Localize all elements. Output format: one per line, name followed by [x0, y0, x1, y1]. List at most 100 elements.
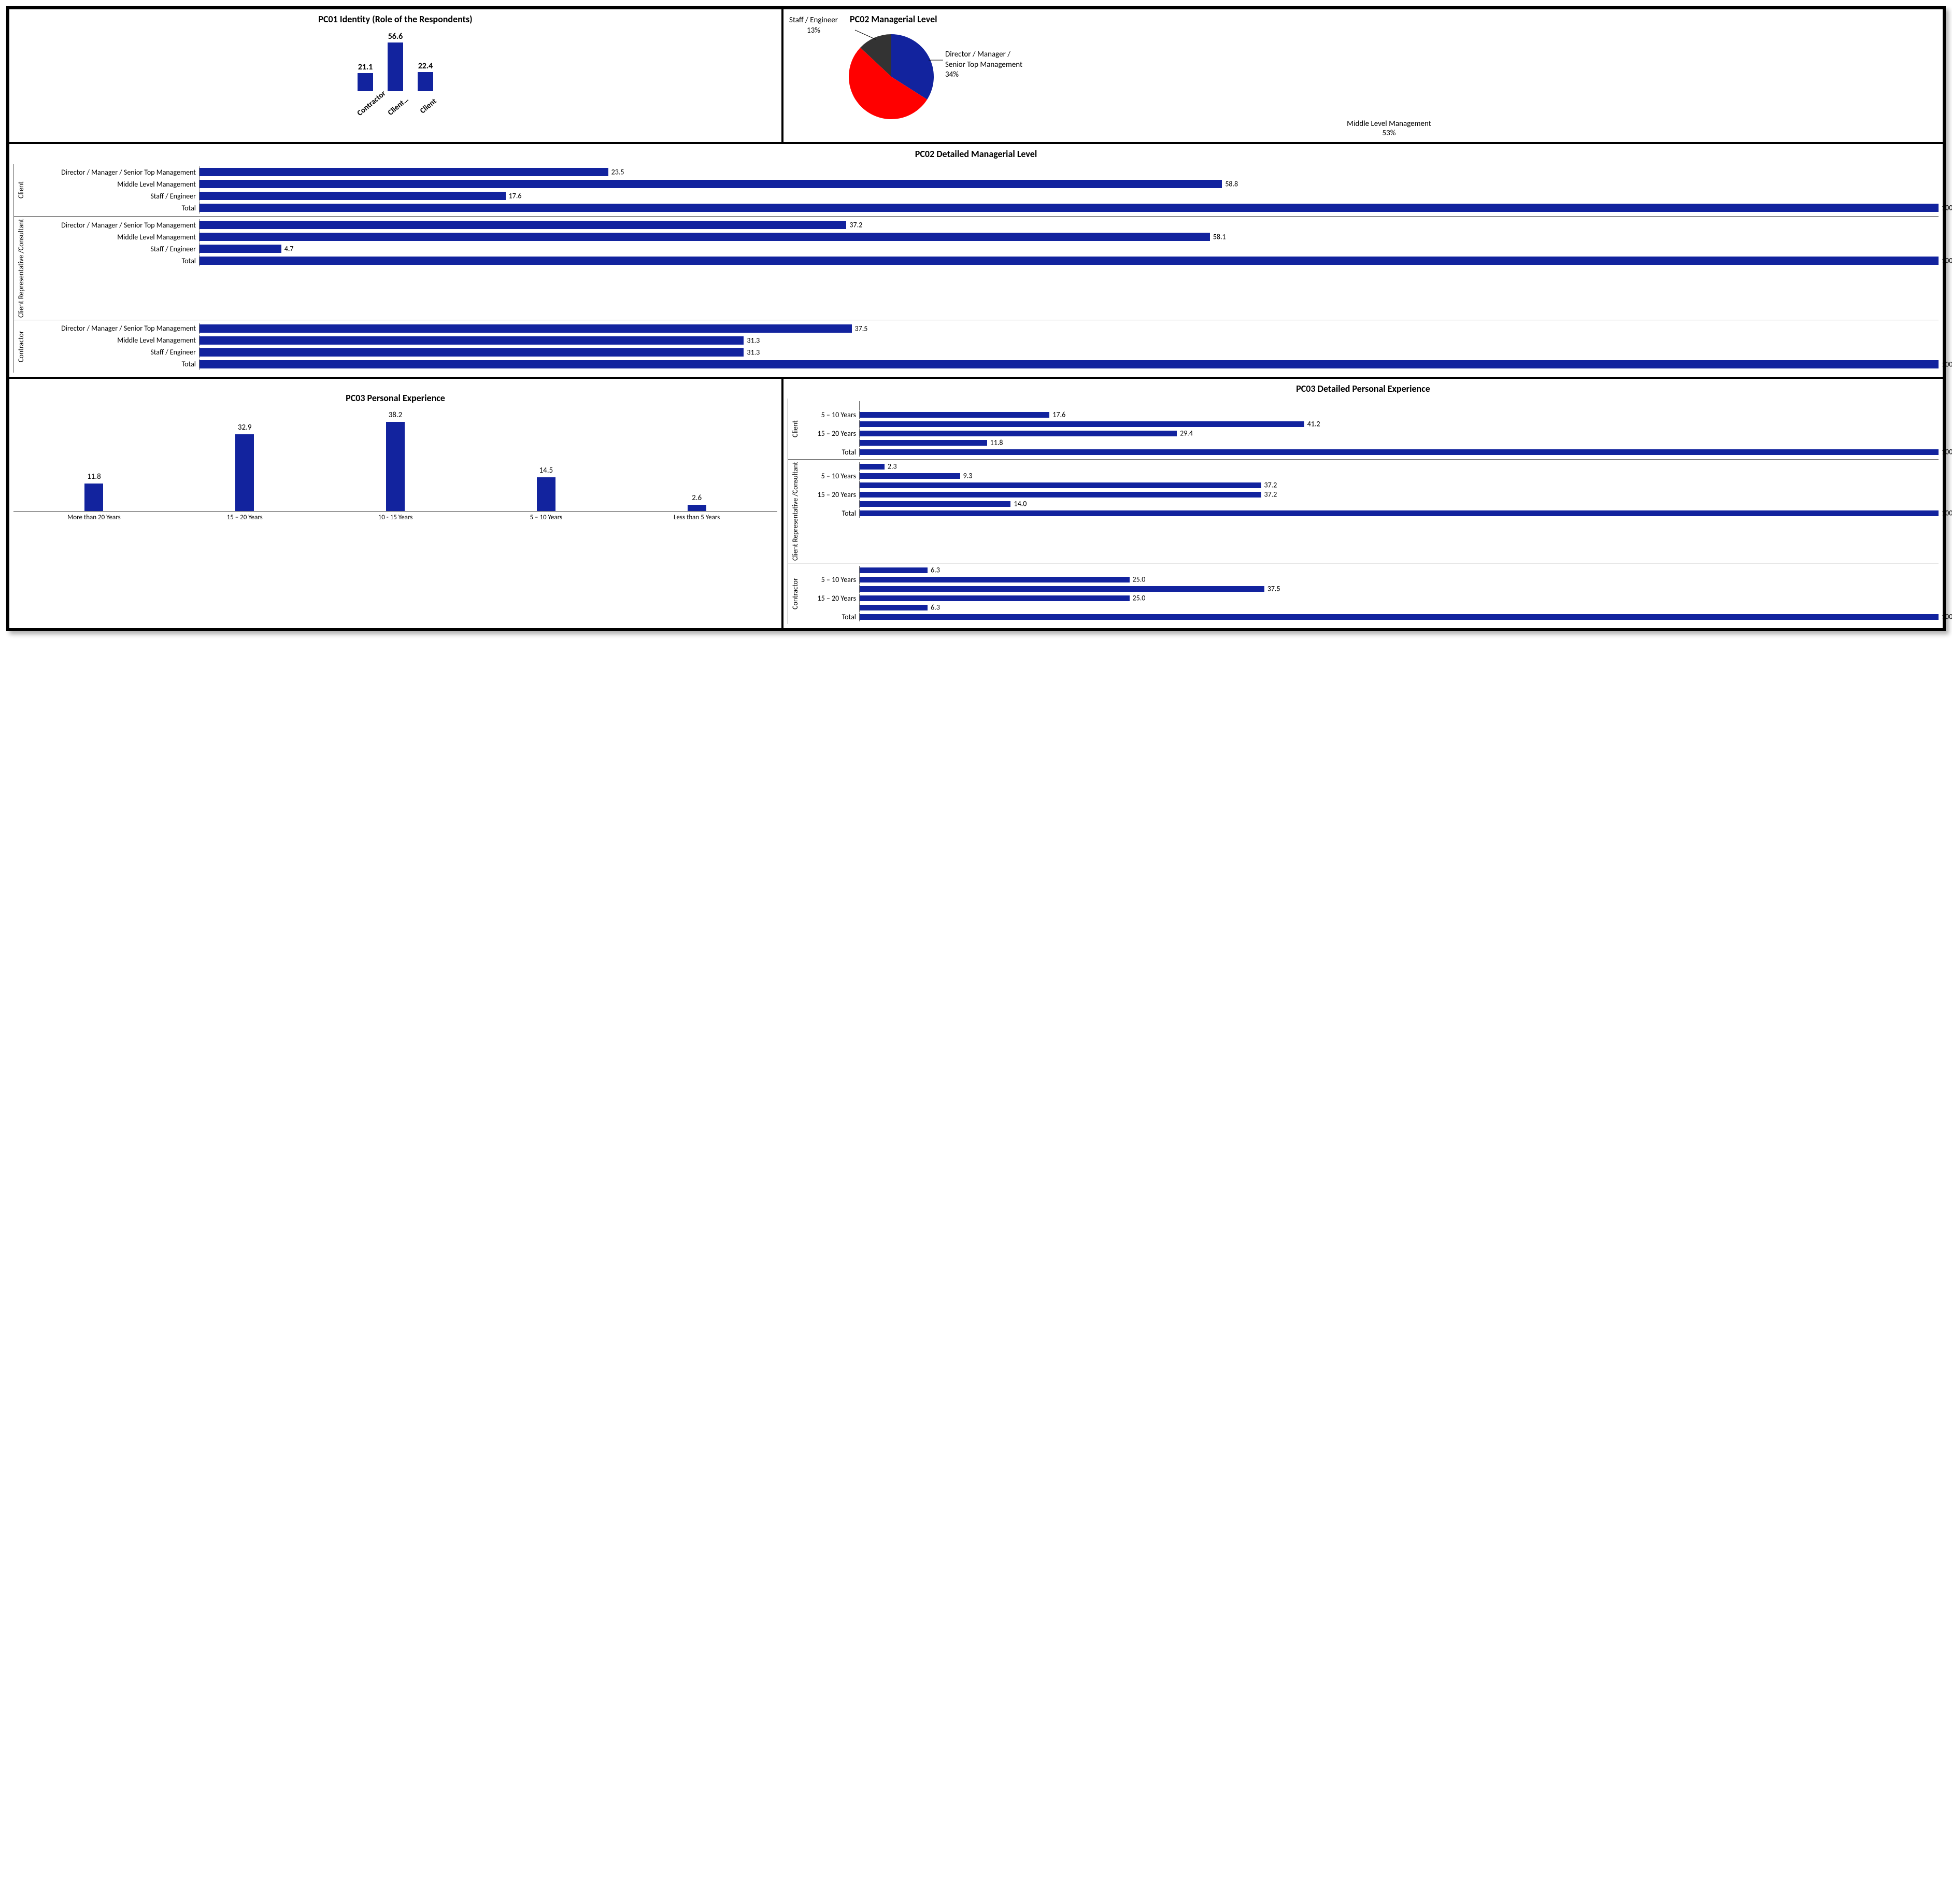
hbar-row-label: Total — [802, 613, 859, 621]
pc02-detail-panel: PC02 Detailed Managerial Level ClientDir… — [8, 143, 1944, 378]
pie-label-director-text: Director / Manager / Senior Top Manageme… — [945, 50, 1022, 69]
hbar-group: Client Representative /ConsultantDirecto… — [13, 216, 1939, 320]
hbar-row: 15 – 20 Years29.4 — [802, 429, 1939, 438]
pie-label-director-pct: 34% — [945, 70, 959, 79]
pc03-bar: 38.2 — [320, 410, 471, 511]
hbar-group-label: Client Representative /Consultant — [788, 460, 802, 563]
pc01-bar-value: 56.6 — [388, 32, 403, 41]
hbar-bar-value: 4.7 — [281, 245, 294, 253]
hbar-bar-zone: 100.0 — [199, 255, 1939, 266]
hbar-row: Staff / Engineer17.6 — [28, 190, 1939, 202]
pie-chart — [839, 29, 943, 122]
hbar-group: ContractorDirector / Manager / Senior To… — [13, 320, 1939, 373]
hbar-bar-zone: 6.3 — [859, 566, 1939, 575]
hbar-row: 5 – 10 Years17.6 — [802, 410, 1939, 419]
hbar-bar-value: 9.3 — [960, 472, 973, 480]
hbar-bar — [200, 360, 1939, 368]
hbar-bar-value: 23.5 — [608, 168, 624, 177]
hbar-bar-zone: 100.0 — [199, 359, 1939, 370]
hbar-bar-value: 2.3 — [885, 462, 897, 471]
dashboard-grid: PC01 Identity (Role of the Respondents) … — [6, 6, 1946, 631]
pc02-detail-title: PC02 Detailed Managerial Level — [13, 148, 1939, 160]
hbar-bar — [860, 577, 1130, 582]
hbar-group: Client Representative /Consultant2.35 – … — [788, 459, 1939, 563]
pc03-bar-rect — [235, 434, 254, 511]
pie-label-staff-pct: 13% — [807, 26, 820, 35]
pie-label-staff-text: Staff / Engineer — [789, 16, 838, 25]
hbar-bar — [860, 492, 1261, 498]
pc03-bar-rect — [386, 422, 405, 511]
hbar-row: 15 – 20 Years 37.2 — [802, 490, 1939, 499]
pc03-detail-panel: PC03 Detailed Personal Experience Client… — [782, 378, 1944, 629]
hbar-bar — [200, 257, 1939, 265]
hbar-bar-zone: 58.8 — [199, 178, 1939, 190]
pc01-x-label: Client — [416, 94, 441, 118]
hbar-bar-value: 37.2 — [1261, 490, 1277, 499]
hbar-bar — [860, 473, 960, 479]
hbar-row — [802, 401, 1939, 410]
hbar-bar-zone: 31.3 — [199, 335, 1939, 346]
pc01-bar: 56.6 — [382, 32, 408, 91]
pc03-panel: PC03 Personal Experience 11.832.938.214.… — [8, 378, 782, 629]
hbar-row-label: Staff / Engineer — [28, 348, 199, 357]
hbar-row: Staff / Engineer 4.7 — [28, 243, 1939, 254]
hbar-row: Staff / Engineer31.3 — [28, 347, 1939, 358]
pc01-bar-rect — [418, 72, 433, 91]
hbar-group-label: Contractor — [788, 563, 802, 624]
hbar-group-label: Client — [13, 164, 28, 216]
pc03-bar-value: 14.5 — [539, 466, 553, 475]
hbar-bar-zone: 23.5 — [199, 166, 1939, 178]
hbar-bar — [200, 348, 744, 357]
pc01-bar-value: 21.1 — [358, 62, 373, 72]
pc02-pie-title: PC02 Managerial Level — [839, 13, 1939, 25]
hbar-bar-zone: 100.0 — [859, 509, 1939, 518]
hbar-bar-value: 25.0 — [1130, 575, 1146, 584]
hbar-bar — [860, 421, 1304, 427]
pie-label-staff: Staff / Engineer 13% — [788, 13, 839, 36]
pc03-chart: 11.832.938.214.52.6 — [13, 408, 777, 511]
pc03-bar: 32.9 — [169, 423, 320, 511]
hbar-row: 41.2 — [802, 420, 1939, 429]
hbar-row: 5 – 10 Years25.0 — [802, 575, 1939, 584]
hbar-bar-zone: 37.2 — [859, 481, 1939, 490]
hbar-bar — [860, 482, 1261, 488]
hbar-row-label: 15 – 20 Years — [802, 490, 859, 499]
hbar-row-label: Total — [28, 257, 199, 265]
hbar-row: Total100.0 — [802, 613, 1939, 621]
hbar-bar-zone: 11.8 — [859, 438, 1939, 447]
hbar-bar-zone: 37.2 — [199, 219, 1939, 231]
hbar-row-label: Middle Level Management — [28, 233, 199, 241]
hbar-row-label: Staff / Engineer — [28, 192, 199, 201]
hbar-bar — [860, 464, 885, 470]
hbar-bar-zone: 29.4 — [859, 429, 1939, 438]
hbar-bar — [860, 440, 987, 446]
hbar-bar-zone — [859, 401, 1939, 410]
hbar-bar-zone: 17.6 — [199, 190, 1939, 202]
pc03-detail-title: PC03 Detailed Personal Experience — [788, 383, 1939, 394]
hbar-bar-zone: 100.0 — [199, 202, 1939, 214]
hbar-bar — [200, 192, 506, 200]
hbar-bar-zone: 31.3 — [199, 347, 1939, 358]
pc03-bar-rect — [84, 484, 103, 511]
hbar-rows: 5 – 10 Years17.641.215 – 20 Years29.411.… — [802, 399, 1939, 459]
hbar-row-label: Total — [802, 509, 859, 518]
hbar-row: Director / Manager / Senior Top Manageme… — [28, 166, 1939, 178]
pc01-x-label: Client… — [386, 94, 411, 118]
hbar-rows: Director / Manager / Senior Top Manageme… — [28, 217, 1939, 320]
hbar-bar-value: 37.5 — [1264, 585, 1280, 593]
hbar-bar — [860, 510, 1939, 516]
hbar-row: Middle Level Management58.8 — [28, 178, 1939, 190]
pc03-x-label: 10 - 15 Years — [320, 514, 471, 522]
hbar-bar-zone: 14.0 — [859, 500, 1939, 508]
hbar-row-label: Staff / Engineer — [28, 245, 199, 253]
hbar-bar — [200, 245, 281, 253]
hbar-bar — [860, 586, 1264, 592]
pie-label-middle-text: Middle Level Management — [1347, 119, 1431, 129]
hbar-row: 14.0 — [802, 500, 1939, 508]
pc03-x-label: Less than 5 Years — [621, 514, 772, 522]
hbar-row: 15 – 20 Years25.0 — [802, 594, 1939, 603]
hbar-bar-zone: 37.5 — [859, 585, 1939, 593]
hbar-bar-value: 41.2 — [1304, 420, 1320, 429]
pie-leader-line — [855, 30, 876, 39]
hbar-group-label: Client — [788, 399, 802, 459]
